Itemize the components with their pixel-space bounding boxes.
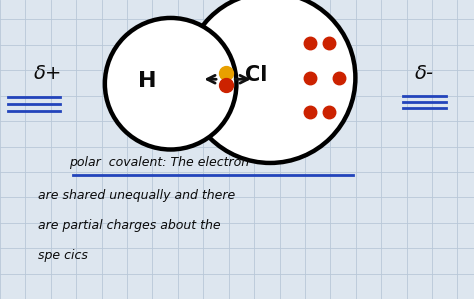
Text: polar  covalent: The electron: polar covalent: The electron <box>69 156 249 170</box>
Text: are partial charges about the: are partial charges about the <box>38 219 220 232</box>
Text: H: H <box>137 71 156 91</box>
Circle shape <box>185 0 356 163</box>
Circle shape <box>105 18 237 150</box>
Text: $\delta$+: $\delta$+ <box>33 64 62 83</box>
Text: Cl: Cl <box>245 65 267 85</box>
Text: spe cics: spe cics <box>38 249 88 262</box>
Text: are shared unequally and there: are shared unequally and there <box>38 189 235 202</box>
Text: $\delta$-: $\delta$- <box>414 64 434 83</box>
